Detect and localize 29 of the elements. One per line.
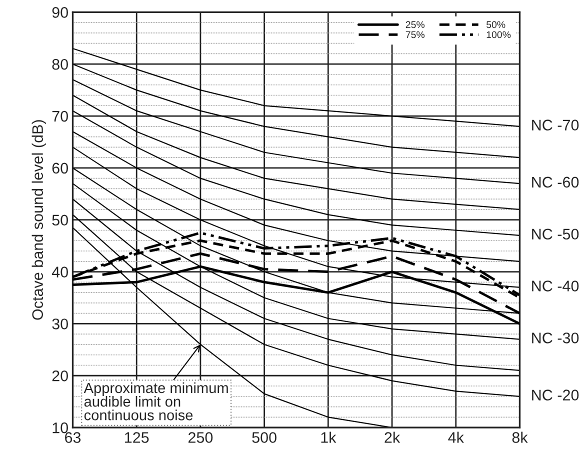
y-axis-title: Octave band sound level (dB) xyxy=(32,120,46,320)
y-tick-label: 30 xyxy=(52,318,68,330)
x-tick-label: 8k xyxy=(512,432,528,443)
annotation: NC -20 xyxy=(532,390,579,400)
annotation: NC -30 xyxy=(532,332,579,344)
x-tick-label: 1k xyxy=(321,432,336,443)
x-tick-label: 500 xyxy=(252,432,276,443)
y-tick-label: 20 xyxy=(52,370,68,382)
x-tick-label: 250 xyxy=(188,432,213,443)
y-tick-label: 90 xyxy=(52,7,68,18)
legend-label: 25% xyxy=(406,21,425,28)
y-tick-label: 80 xyxy=(52,58,68,70)
annotation: NC -60 xyxy=(532,176,579,188)
y-tick-label: 10 xyxy=(52,422,68,434)
annotation: NC -70 xyxy=(532,120,579,131)
annotation: NC -50 xyxy=(532,228,579,240)
y-tick-label: 70 xyxy=(52,110,68,122)
annotation: Approximate minimum audible limit on continuous noise xyxy=(84,382,228,420)
legend-label: 50% xyxy=(486,21,506,28)
x-tick-label: 63 xyxy=(65,432,81,443)
annotation: NC -40 xyxy=(532,280,579,292)
x-tick-label: 4k xyxy=(448,432,464,443)
legend-label: 75% xyxy=(406,31,425,38)
x-tick-label: 125 xyxy=(125,432,149,443)
y-tick-label: 60 xyxy=(52,162,68,174)
x-tick-label: 2k xyxy=(384,432,400,443)
y-tick-label: 40 xyxy=(52,266,68,278)
legend-label: 100% xyxy=(486,31,511,38)
y-tick-label: 50 xyxy=(52,214,68,226)
